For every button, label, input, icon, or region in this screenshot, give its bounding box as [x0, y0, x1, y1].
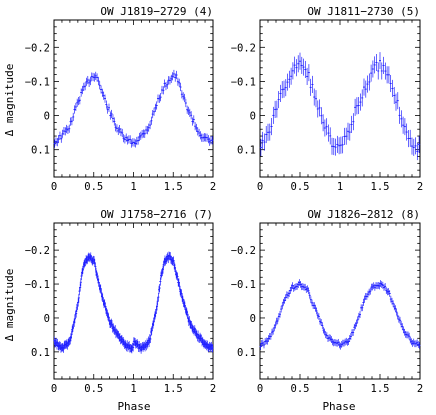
- x-tick-label: 2: [210, 181, 216, 193]
- panel-1-plot: 0 0.5 1 1.5 2 0.1 0 −0.1 −0.2: [25, 19, 216, 193]
- panel-3-title: OW J1758−2716 (7): [100, 208, 213, 221]
- y-tick-label: −0.2: [231, 42, 256, 54]
- x-tick-label: 1: [337, 383, 343, 395]
- y-tick-label: 0.1: [237, 145, 256, 157]
- x-tick-label: 1.5: [164, 181, 183, 193]
- y-tick-label: −0.1: [25, 279, 50, 291]
- x-tick-label: 0: [51, 383, 57, 395]
- x-tick-label: 0: [257, 383, 263, 395]
- x-tick-label: 1.5: [371, 181, 390, 193]
- x-tick-label: 0.5: [84, 181, 103, 193]
- x-tick-label: 0.5: [291, 383, 310, 395]
- y-axis-label-top: Δ magnitude: [3, 64, 16, 137]
- y-tick-label: 0.1: [31, 347, 50, 359]
- y-axis-label-bottom: Δ magnitude: [3, 269, 16, 342]
- x-tick-label: 1: [337, 181, 343, 193]
- x-tick-label: 0.5: [291, 181, 310, 193]
- y-tick-label: 0.1: [237, 347, 256, 359]
- panel-4-plot: 0 0.5 1 1.5 2 0.1 0 −0.1 −0.2: [231, 222, 423, 395]
- y-tick-label: −0.1: [231, 76, 256, 88]
- x-tick-label: 0.5: [84, 383, 103, 395]
- x-tick-label: 2: [417, 181, 423, 193]
- y-tick-label: 0: [250, 313, 256, 325]
- y-tick-label: −0.2: [231, 245, 256, 257]
- x-tick-label: 1.5: [164, 383, 183, 395]
- panel-2-plot: 0 0.5 1 1.5 2 0.1 0 −0.1 −0.2: [231, 19, 423, 193]
- panel-3: OW J1758−2716 (7) 0 0.5 1 1.5 2 0.1 0 −0.1 −0.2: [25, 208, 216, 395]
- panel-1: OW J1819−2729 (4) 0 0.5 1 1.5 2 0.1 0 −0.1 −0.2: [25, 5, 216, 193]
- panel-1-title: OW J1819−2729 (4): [100, 5, 213, 18]
- plot-frame: [259, 222, 421, 380]
- x-axis-label-left: Phase: [117, 400, 150, 413]
- y-tick-label: 0: [44, 313, 50, 325]
- panel-2: OW J1811−2730 (5) 0 0.5 1 1.5 2 0.1 0 −0.1 −0.2: [231, 5, 423, 193]
- x-tick-label: 2: [210, 383, 216, 395]
- y-tick-label: −0.1: [231, 279, 256, 291]
- x-tick-label: 0: [51, 181, 57, 193]
- x-axis-label-right: Phase: [322, 400, 355, 413]
- y-tick-label: 0.1: [31, 145, 50, 157]
- x-tick-label: 0: [257, 181, 263, 193]
- x-tick-label: 1: [130, 383, 136, 395]
- y-tick-label: 0: [250, 111, 256, 123]
- y-tick-label: −0.1: [25, 76, 50, 88]
- panel-3-plot: 0 0.5 1 1.5 2 0.1 0 −0.1 −0.2: [25, 222, 216, 395]
- plot-frame: [53, 19, 214, 178]
- x-tick-label: 1: [130, 181, 136, 193]
- y-tick-label: −0.2: [25, 42, 50, 54]
- y-tick-label: −0.2: [25, 245, 50, 257]
- x-tick-label: 2: [417, 383, 423, 395]
- panel-4-title: OW J1826−2812 (8): [307, 208, 420, 221]
- y-tick-label: 0: [44, 111, 50, 123]
- panel-4: OW J1826−2812 (8) 0 0.5 1 1.5 2 0.1 0 −0.1 −0.2: [231, 208, 423, 395]
- x-tick-label: 1.5: [371, 383, 390, 395]
- panel-2-title: OW J1811−2730 (5): [307, 5, 420, 18]
